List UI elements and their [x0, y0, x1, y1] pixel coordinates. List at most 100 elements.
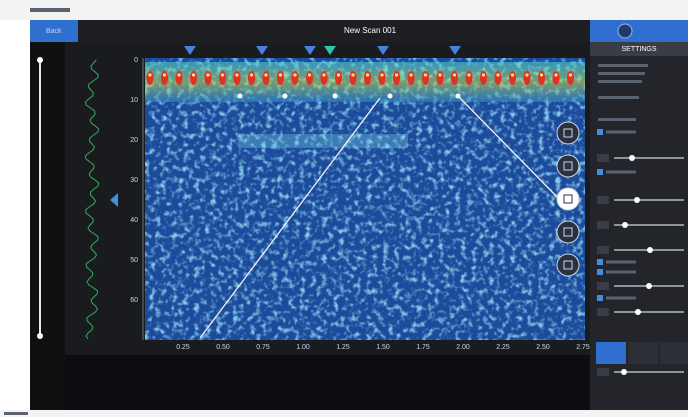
tool-button[interactable]: [557, 221, 579, 243]
hot-core: [293, 73, 296, 76]
hot-core: [482, 73, 485, 76]
target-dot: [238, 94, 243, 99]
y-tick-label: 60: [130, 297, 138, 304]
x-tick-label: 1.25: [336, 344, 350, 351]
mode-button[interactable]: [660, 342, 688, 364]
value-box: [597, 196, 609, 204]
slider-handle[interactable]: [37, 57, 43, 63]
slider-thumb[interactable]: [621, 369, 627, 375]
value-box: [597, 221, 609, 229]
hot-core: [163, 73, 166, 76]
hot-spot: [509, 71, 516, 85]
checkbox[interactable]: [597, 169, 603, 175]
hot-core: [496, 73, 499, 76]
mode-button[interactable]: [596, 342, 626, 364]
title-bar: [0, 0, 688, 20]
hot-spot: [567, 71, 574, 85]
slider-thumb[interactable]: [635, 309, 641, 315]
x-tick-label: 0.25: [176, 344, 190, 351]
hot-spot: [147, 71, 154, 85]
bottom-panel: [65, 355, 590, 410]
tool-button[interactable]: [557, 188, 579, 210]
hot-core: [337, 73, 340, 76]
hot-core: [453, 73, 456, 76]
hot-spot: [524, 71, 531, 85]
slider-thumb[interactable]: [647, 247, 653, 253]
setting-text: [606, 271, 636, 274]
hot-spot: [306, 71, 313, 85]
app-window: Back New Scan 001 01020304050600.250.500…: [0, 0, 688, 417]
setting-text: [606, 261, 636, 264]
value-box: [597, 282, 609, 290]
scan-title: New Scan 001: [344, 26, 397, 35]
hot-core: [554, 73, 557, 76]
y-tick-label: 20: [130, 137, 138, 144]
hot-core: [511, 73, 514, 76]
setting-text: [598, 118, 636, 121]
hot-spot: [263, 71, 270, 85]
slider-thumb[interactable]: [622, 222, 628, 228]
slider-handle[interactable]: [37, 333, 43, 339]
checkbox[interactable]: [597, 295, 603, 301]
hot-core: [380, 73, 383, 76]
hot-spot: [219, 71, 226, 85]
hot-spot: [248, 71, 255, 85]
slider-thumb[interactable]: [634, 197, 640, 203]
x-tick-label: 1.00: [296, 344, 310, 351]
x-tick-label: 2.25: [496, 344, 510, 351]
settings-icon[interactable]: [618, 24, 632, 38]
y-tick-label: 0: [134, 57, 138, 64]
hot-spot: [408, 71, 415, 85]
tool-button[interactable]: [557, 254, 579, 276]
value-box: [597, 308, 609, 316]
x-tick-label: 1.50: [376, 344, 390, 351]
hot-spot: [277, 71, 284, 85]
hot-spot: [466, 71, 473, 85]
hot-core: [569, 73, 572, 76]
status-text: [4, 412, 28, 415]
back-label[interactable]: Back: [46, 28, 62, 35]
y-tick-label: 30: [130, 177, 138, 184]
hot-core: [540, 73, 543, 76]
slider-thumb[interactable]: [646, 283, 652, 289]
hot-core: [279, 73, 282, 76]
target-dot: [388, 94, 393, 99]
hot-spot: [292, 71, 299, 85]
checkbox[interactable]: [597, 129, 603, 135]
slider-thumb[interactable]: [629, 155, 635, 161]
target-dot: [333, 94, 338, 99]
target-dot: [283, 94, 288, 99]
hot-core: [177, 73, 180, 76]
tool-button[interactable]: [557, 122, 579, 144]
hot-core: [264, 73, 267, 76]
setting-text: [606, 171, 636, 174]
status-bar: [0, 410, 688, 417]
hot-core: [235, 73, 238, 76]
value-box: [597, 368, 609, 376]
app-name: [30, 8, 70, 12]
hot-spot: [321, 71, 328, 85]
page: Back New Scan 001 01020304050600.250.500…: [0, 0, 688, 417]
hot-core: [192, 73, 195, 76]
settings-tab[interactable]: [590, 20, 688, 42]
checkbox[interactable]: [597, 269, 603, 275]
hot-spot: [335, 71, 342, 85]
setting-text: [598, 72, 645, 75]
hot-core: [351, 73, 354, 76]
mode-button[interactable]: [628, 342, 658, 364]
hot-core: [308, 73, 311, 76]
setting-text: [598, 96, 639, 99]
hot-spot: [553, 71, 560, 85]
x-tick-label: 2.50: [536, 344, 550, 351]
setting-text: [606, 297, 636, 300]
hot-spot: [451, 71, 458, 85]
hot-core: [424, 73, 427, 76]
tool-button[interactable]: [557, 155, 579, 177]
setting-text: [606, 131, 636, 134]
hot-core: [148, 73, 151, 76]
checkbox[interactable]: [597, 259, 603, 265]
hot-core: [395, 73, 398, 76]
x-tick-label: 0.50: [216, 344, 230, 351]
hot-spot: [393, 71, 400, 85]
hot-spot: [437, 71, 444, 85]
